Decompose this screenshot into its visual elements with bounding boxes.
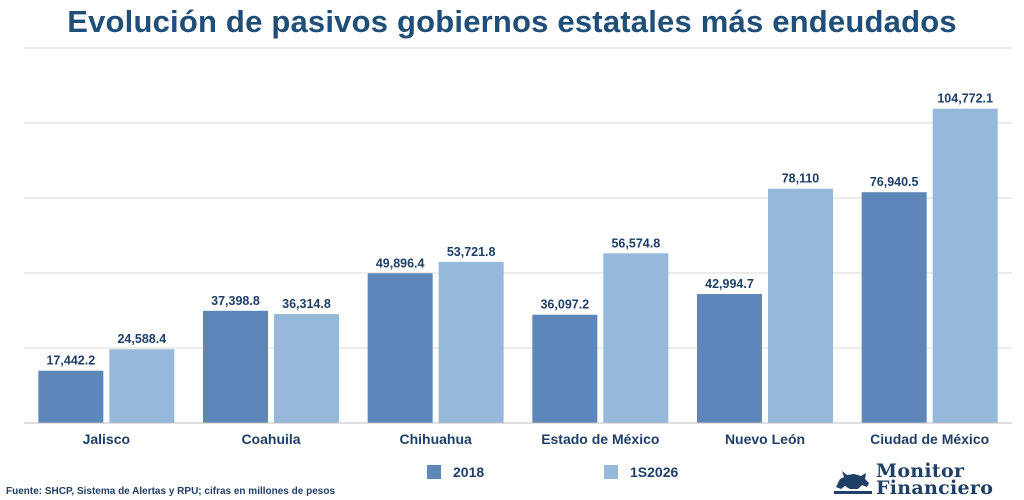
data-label-1s2026-2: 53,721.8 xyxy=(447,245,496,259)
bar-2018-1 xyxy=(203,310,268,423)
category-label-0: Jalisco xyxy=(83,431,130,447)
legend-swatch-1s2026 xyxy=(604,465,618,479)
source-note: Fuente: SHCP, Sistema de Alertas y RPU; … xyxy=(6,486,335,497)
brand-logo: Monitor Financiero xyxy=(834,460,1020,500)
legend-label-1s2026: 1S2026 xyxy=(630,464,679,480)
chart-title: Evolución de pasivos gobiernos estatales… xyxy=(67,4,957,39)
legend-item-1s2026: 1S2026 xyxy=(604,462,678,482)
category-label-1: Coahuila xyxy=(241,431,300,447)
data-label-1s2026-0: 24,588.4 xyxy=(117,332,166,346)
legend-item-2018: 2018 xyxy=(427,462,484,482)
bar-2018-4 xyxy=(697,294,762,423)
data-label-1s2026-5: 104,772.1 xyxy=(937,92,993,106)
bar-1s2026-2 xyxy=(438,261,504,423)
bar-1s2026-3 xyxy=(603,253,669,423)
legend-label-2018: 2018 xyxy=(453,464,485,480)
data-label-2018-4: 42,994.7 xyxy=(705,277,754,291)
brand-wordmark: Monitor Financiero xyxy=(876,460,994,499)
brand-line-2: Financiero xyxy=(876,477,994,499)
category-label-5: Ciudad de México xyxy=(870,431,989,447)
category-label-4: Nuevo León xyxy=(725,431,805,447)
bull-icon xyxy=(834,471,872,494)
brand-line-1: Monitor xyxy=(876,460,965,482)
data-label-2018-5: 76,940.5 xyxy=(870,175,919,189)
data-label-1s2026-4: 78,110 xyxy=(782,172,820,186)
category-label-3: Estado de México xyxy=(541,431,659,447)
data-label-1s2026-1: 36,314.8 xyxy=(282,297,331,311)
data-label-1s2026-3: 56,574.8 xyxy=(611,236,660,250)
bar-2018-0 xyxy=(38,370,104,423)
bar-chart: 17,442.2 24,588.4 Jalisco 37,398.8 36,314.8 C… xyxy=(24,47,1012,447)
legend-swatch-2018 xyxy=(427,465,441,479)
bar-1s2026-4 xyxy=(768,188,833,423)
bar-1s2026-0 xyxy=(109,349,175,423)
data-label-2018-3: 36,097.2 xyxy=(540,298,589,312)
bar-2018-2 xyxy=(367,273,433,423)
data-label-2018-1: 37,398.8 xyxy=(211,294,260,308)
category-label-2: Chihuahua xyxy=(399,431,472,447)
data-label-2018-2: 49,896.4 xyxy=(376,256,425,270)
bar-1s2026-1 xyxy=(274,314,339,423)
bar-2018-5 xyxy=(861,192,927,423)
bar-1s2026-5 xyxy=(932,108,998,423)
data-label-2018-0: 17,442.2 xyxy=(46,354,95,368)
bar-2018-3 xyxy=(532,314,598,423)
